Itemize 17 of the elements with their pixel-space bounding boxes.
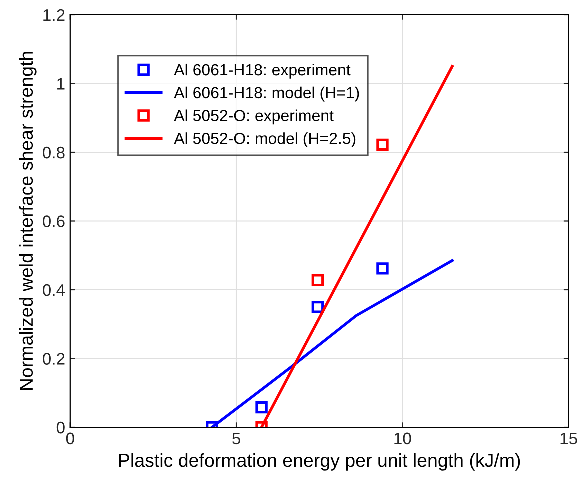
y-tick-label: 0.4: [43, 284, 66, 296]
x-tick-label: 10: [394, 432, 412, 445]
y-tick-label: 0: [56, 422, 65, 434]
legend-label: Al 6061-H18: experiment: [174, 64, 351, 79]
y-tick-label: 0.8: [43, 146, 65, 159]
y-tick-label: 1: [58, 78, 65, 90]
legend-label: Al 6061-H18: model (H=1): [174, 86, 360, 102]
y-axis-title: Normalized weld interface shear strength: [19, 52, 37, 390]
y-tick-label: 0.6: [43, 216, 65, 228]
x-tick-label: 0: [66, 432, 74, 445]
legend-label: Al 5052-O: experiment: [174, 110, 334, 125]
x-tick-label: 5: [232, 432, 240, 445]
x-tick-label: 15: [560, 432, 578, 445]
legend-label: Al 5052-O: model (H=2.5): [174, 132, 356, 148]
y-tick-label: 1.2: [44, 9, 65, 22]
x-axis-title: Plastic deformation energy per unit length (kJ/m): [120, 453, 520, 471]
y-tick-label: 0.2: [43, 353, 65, 365]
